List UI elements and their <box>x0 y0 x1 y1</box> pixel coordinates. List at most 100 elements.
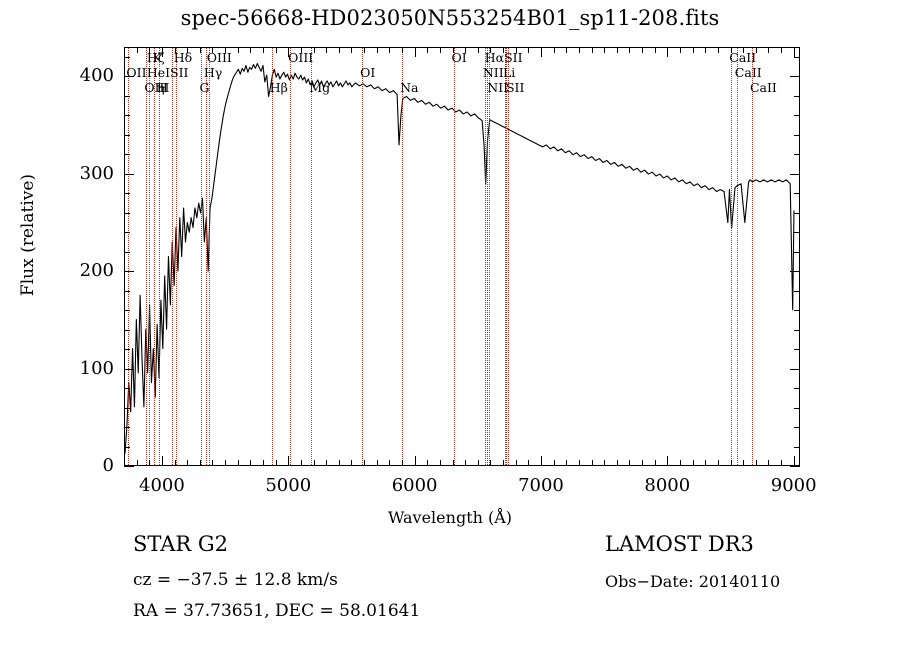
axis-tick <box>364 460 366 466</box>
spectral-line-label: OII <box>126 65 147 80</box>
axis-tick <box>452 47 454 53</box>
axis-tick <box>376 460 378 466</box>
spectral-line-marker <box>208 48 210 465</box>
axis-tick <box>540 47 542 57</box>
axis-tick <box>124 310 130 312</box>
y-tick-label: 400 <box>79 65 114 87</box>
axis-tick <box>313 460 315 466</box>
spectral-line-label: Hζ <box>146 50 165 65</box>
axis-tick <box>300 460 302 466</box>
spectral-line-marker <box>402 48 404 465</box>
axis-tick <box>262 47 264 53</box>
axis-tick <box>465 460 467 466</box>
axis-tick <box>401 460 403 466</box>
axis-tick <box>212 47 214 53</box>
spectral-line-label: H <box>156 80 168 95</box>
axis-tick <box>338 47 340 53</box>
axis-tick <box>275 47 277 53</box>
x-tick-label: 8000 <box>644 475 691 496</box>
spectral-line-label: SII <box>170 65 189 80</box>
axis-tick <box>124 329 130 331</box>
axis-tick <box>199 47 201 53</box>
spectral-line-label: K <box>152 50 162 65</box>
axis-tick <box>790 466 800 467</box>
spectral-line-marker <box>453 48 455 465</box>
spectral-line-marker <box>146 48 148 465</box>
redshift-velocity-text: cz = −37.5 ± 12.8 km/s <box>133 570 338 590</box>
axis-tick <box>187 460 189 466</box>
axis-tick <box>790 76 800 78</box>
x-axis-label: Wavelength (Å) <box>387 508 513 527</box>
y-tick-label: 100 <box>79 357 114 379</box>
axis-tick <box>790 173 800 175</box>
axis-tick <box>654 460 656 466</box>
axis-tick <box>124 407 130 409</box>
axis-tick <box>790 368 800 370</box>
axis-tick <box>161 456 163 466</box>
axis-tick <box>389 47 391 53</box>
axis-tick <box>755 460 757 466</box>
axis-tick <box>124 154 130 156</box>
axis-tick <box>616 460 618 466</box>
axis-tick <box>743 47 745 53</box>
axis-tick <box>187 47 189 53</box>
spectral-line-marker <box>128 48 130 465</box>
axis-tick <box>465 47 467 53</box>
axis-tick <box>667 47 669 57</box>
axis-tick <box>326 47 328 53</box>
axis-tick <box>124 56 130 58</box>
axis-tick <box>124 368 134 370</box>
axis-tick <box>275 460 277 466</box>
spectral-line-marker <box>201 48 203 465</box>
axis-tick <box>401 47 403 53</box>
axis-tick <box>414 456 416 466</box>
axis-tick <box>124 446 130 448</box>
axis-tick <box>364 47 366 53</box>
axis-tick <box>124 212 130 214</box>
axis-tick <box>794 407 800 409</box>
spectral-line-markers <box>125 48 799 465</box>
axis-tick <box>313 47 315 53</box>
axis-tick <box>515 47 517 53</box>
axis-tick <box>199 460 201 466</box>
axis-tick <box>679 47 681 53</box>
axis-tick <box>679 460 681 466</box>
axis-tick <box>174 47 176 53</box>
spectral-line-label: CaII <box>734 65 762 80</box>
axis-tick <box>591 460 593 466</box>
axis-tick <box>439 460 441 466</box>
spectral-line-label: Mg <box>309 80 331 95</box>
spectral-line-marker <box>504 48 506 465</box>
axis-tick <box>705 47 707 53</box>
axis-tick <box>250 47 252 53</box>
spectral-line-marker <box>175 48 177 465</box>
axis-tick <box>351 460 353 466</box>
spectral-line-marker <box>751 48 753 465</box>
axis-tick <box>136 460 138 466</box>
axis-tick <box>604 460 606 466</box>
spectral-line-label: G <box>199 80 210 95</box>
x-tick-label: 7000 <box>518 475 564 496</box>
spectral-line-label: Hδ <box>173 50 193 65</box>
axis-tick <box>477 460 479 466</box>
spectral-line-label: SII <box>505 80 525 95</box>
axis-tick <box>452 460 454 466</box>
axis-tick <box>705 460 707 466</box>
spectral-line-label: OIII <box>206 50 232 65</box>
axis-tick <box>794 115 800 117</box>
axis-tick <box>124 251 130 253</box>
axis-tick <box>237 460 239 466</box>
axis-tick <box>225 47 227 53</box>
spectral-line-label: η <box>157 80 165 95</box>
axis-tick <box>692 47 694 53</box>
spectral-line-marker <box>290 48 292 465</box>
axis-tick <box>300 47 302 53</box>
axis-tick <box>667 456 669 466</box>
spectral-line-label: Hβ <box>269 80 288 95</box>
spectral-line-label: Na <box>400 80 419 95</box>
spectral-line-marker <box>271 48 273 465</box>
axis-tick <box>566 460 568 466</box>
axis-tick <box>578 460 580 466</box>
axis-tick <box>124 115 130 117</box>
axis-tick <box>790 271 800 273</box>
